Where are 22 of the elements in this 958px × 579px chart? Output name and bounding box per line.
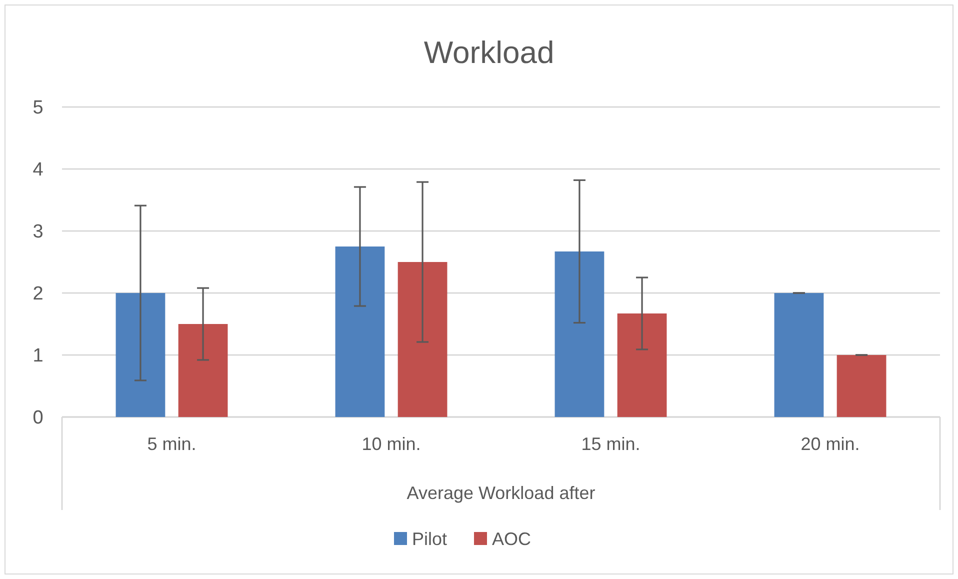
chart-title: Workload <box>424 35 554 70</box>
legend-label: AOC <box>492 529 532 549</box>
x-tick-label: 10 min. <box>362 434 421 454</box>
y-tick-label: 4 <box>32 160 44 181</box>
bar <box>617 313 667 417</box>
bar <box>398 262 448 417</box>
bar <box>335 246 385 417</box>
legend-label: Pilot <box>412 529 448 549</box>
y-tick-label: 3 <box>32 222 44 243</box>
y-tick-label: 1 <box>32 346 44 367</box>
bar <box>178 324 228 417</box>
y-tick-label: 5 <box>32 98 44 119</box>
bar <box>554 251 604 417</box>
y-tick-label: 2 <box>32 284 44 305</box>
x-tick-label: 20 min. <box>800 434 860 454</box>
x-tick-label: 5 min. <box>147 434 196 454</box>
y-tick-label: 0 <box>32 408 44 429</box>
bar <box>116 293 166 417</box>
bar <box>836 355 886 417</box>
x-axis-title: Average Workload after <box>406 483 596 503</box>
bar <box>774 293 824 417</box>
x-tick-label: 15 min. <box>581 434 640 454</box>
